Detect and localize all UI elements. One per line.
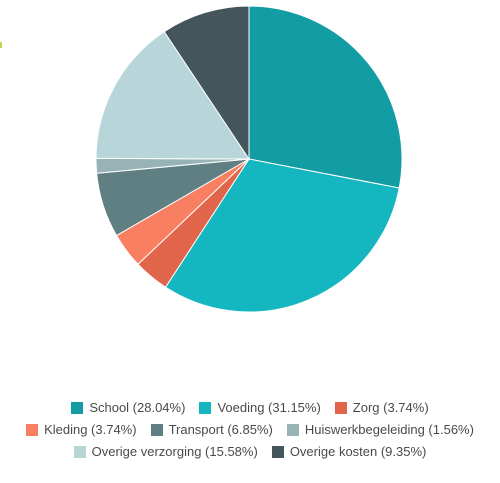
legend-label: Overige verzorging (15.58%) bbox=[91, 444, 258, 459]
legend-row: Kleding (3.74%) Transport (6.85%) Huiswerk… bbox=[26, 422, 474, 437]
legend: School (28.04%) Voeding (31.15%) Zorg (3.7… bbox=[0, 400, 500, 459]
legend-swatch bbox=[73, 445, 86, 458]
legend-swatch bbox=[271, 445, 284, 458]
legend-item[interactable]: Transport (6.85%) bbox=[150, 422, 273, 437]
legend-row: School (28.04%) Voeding (31.15%) Zorg (3.7… bbox=[71, 400, 429, 415]
legend-item[interactable]: School (28.04%) bbox=[71, 400, 185, 415]
legend-item[interactable]: Overige kosten (9.35%) bbox=[271, 444, 427, 459]
legend-swatch bbox=[71, 401, 84, 414]
legend-item[interactable]: Zorg (3.74%) bbox=[334, 400, 429, 415]
edge-marker bbox=[0, 42, 2, 48]
pie-slice-voeding[interactable] bbox=[164, 158, 400, 313]
legend-label: Kleding (3.74%) bbox=[44, 422, 137, 437]
legend-swatch bbox=[334, 401, 347, 414]
legend-item[interactable]: Voeding (31.15%) bbox=[199, 400, 321, 415]
legend-label: School (28.04%) bbox=[89, 400, 186, 415]
legend-row: Overige verzorging (15.58%) Overige koste… bbox=[73, 444, 427, 459]
legend-label: Zorg (3.74%) bbox=[352, 400, 429, 415]
pie-plot-area bbox=[95, 5, 403, 313]
legend-label: Overige kosten (9.35%) bbox=[289, 444, 427, 459]
legend-swatch bbox=[286, 423, 299, 436]
legend-item[interactable]: Huiswerkbegeleiding (1.56%) bbox=[286, 422, 474, 437]
legend-item[interactable]: Overige verzorging (15.58%) bbox=[73, 444, 258, 459]
pie-slice-overige-verzorging[interactable] bbox=[95, 30, 250, 160]
legend-swatch bbox=[199, 401, 212, 414]
legend-label: Huiswerkbegeleiding (1.56%) bbox=[304, 422, 474, 437]
legend-label: Voeding (31.15%) bbox=[217, 400, 321, 415]
legend-swatch bbox=[26, 423, 39, 436]
legend-swatch bbox=[150, 423, 163, 436]
pie-slice-school[interactable] bbox=[248, 5, 403, 189]
pie-slice-overige-kosten[interactable] bbox=[163, 5, 250, 161]
legend-item[interactable]: Kleding (3.74%) bbox=[26, 422, 137, 437]
legend-label: Transport (6.85%) bbox=[168, 422, 273, 437]
